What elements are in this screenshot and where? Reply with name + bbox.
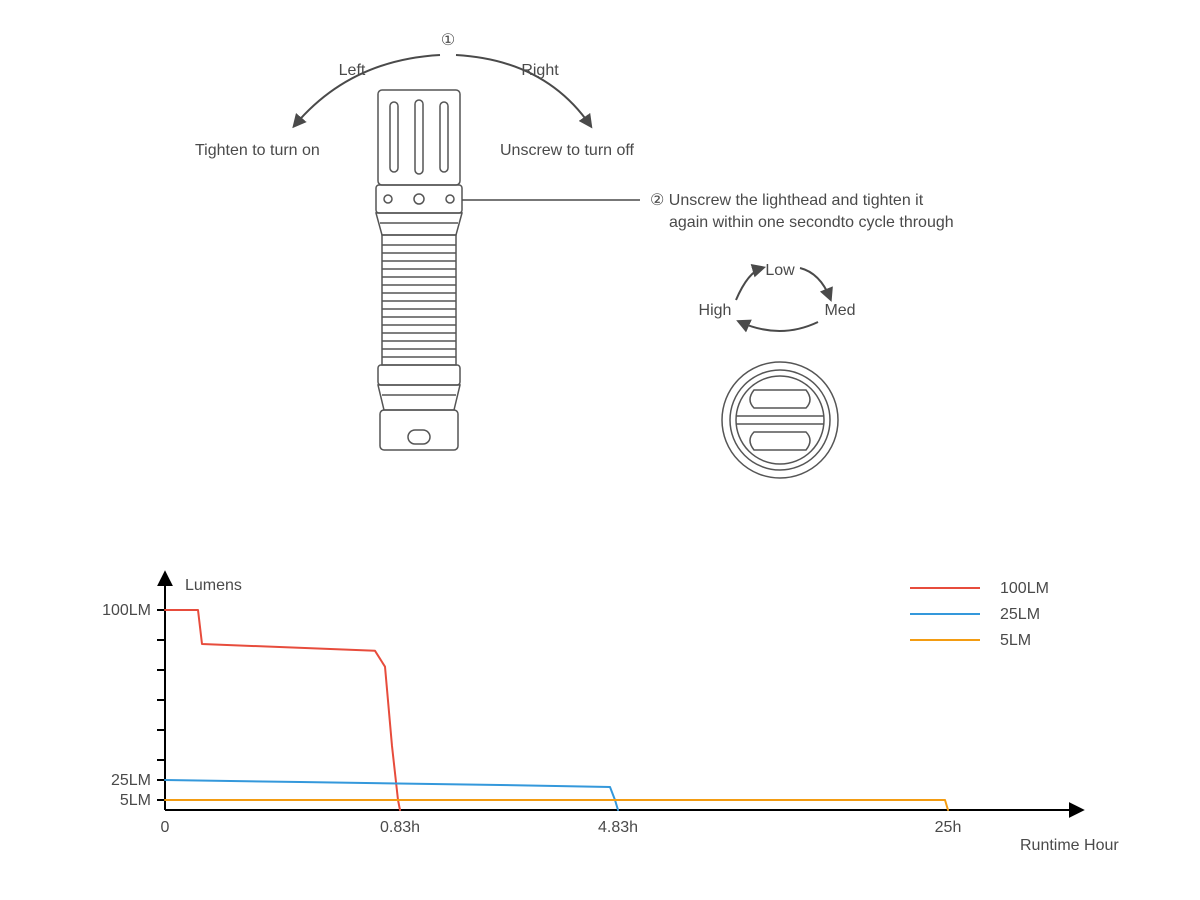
- step1-marker: ①: [441, 32, 455, 49]
- x-tick-label: 0: [161, 819, 170, 836]
- legend-label: 25LM: [1000, 606, 1040, 623]
- x-tick-label: 4.83h: [598, 819, 638, 836]
- x-tick-label: 25h: [935, 819, 962, 836]
- operation-diagram: ① Left Right Tighten to turn on Unscrew …: [195, 32, 954, 478]
- unscrew-label: Unscrew to turn off: [500, 142, 635, 159]
- series-5LM: [165, 800, 948, 810]
- y-axis-label: Lumens: [185, 577, 242, 594]
- flashlight-illustration: [376, 90, 462, 450]
- left-label: Left: [339, 62, 366, 79]
- step2-text-line1: ② Unscrew the lighthead and tighten it: [650, 192, 924, 209]
- mode-cycle: Low Med High: [699, 262, 856, 331]
- cycle-med: Med: [824, 302, 855, 319]
- runtime-chart: Lumens Runtime Hour 100LM 25LM 5LM 0 0.83h 4.83…: [102, 575, 1119, 854]
- legend-label: 100LM: [1000, 580, 1049, 597]
- tighten-label: Tighten to turn on: [195, 142, 320, 159]
- series-25LM: [165, 780, 618, 810]
- tailcap-top-view: [722, 362, 838, 478]
- step2-text-line2: again within one secondto cycle through: [669, 214, 954, 231]
- chart-legend: 100LM 25LM 5LM: [910, 580, 1049, 649]
- cycle-low: Low: [765, 262, 795, 279]
- x-axis-label: Runtime Hour: [1020, 837, 1119, 854]
- y-tick-label: 5LM: [120, 792, 151, 809]
- y-tick-label: 100LM: [102, 602, 151, 619]
- y-tick-label: 25LM: [111, 772, 151, 789]
- x-tick-label: 0.83h: [380, 819, 420, 836]
- cycle-high: High: [699, 302, 732, 319]
- legend-label: 5LM: [1000, 632, 1031, 649]
